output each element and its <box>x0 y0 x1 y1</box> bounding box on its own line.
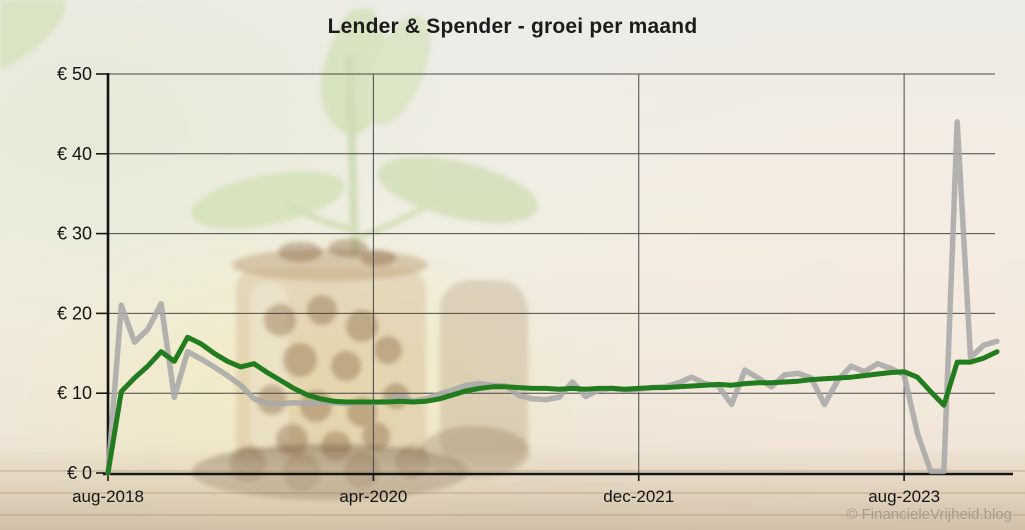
coin-pile <box>192 426 530 500</box>
y-axis-label: € 40 <box>57 144 92 164</box>
series-monthly-growth-gray <box>105 119 1000 476</box>
series-average-growth-green <box>105 334 1000 476</box>
x-axis-label: aug-2023 <box>868 487 940 506</box>
x-axis-label: dec-2021 <box>603 487 674 506</box>
y-axis-label: € 0 <box>67 463 92 483</box>
y-axis-label: € 50 <box>57 64 92 84</box>
chart-title: Lender & Spender - groei per maand <box>327 15 698 38</box>
y-axis-label: € 30 <box>57 224 92 244</box>
y-axis-label: € 20 <box>57 303 92 323</box>
money-jar <box>232 239 528 470</box>
watermark: © FinancieleVrijheid.blog <box>846 506 1012 523</box>
y-axis-label: € 10 <box>57 383 92 403</box>
plant-leaves <box>0 0 539 259</box>
wood-table <box>0 452 1025 530</box>
x-axis-label: apr-2020 <box>339 487 407 506</box>
x-axis-label: aug-2018 <box>72 487 144 506</box>
